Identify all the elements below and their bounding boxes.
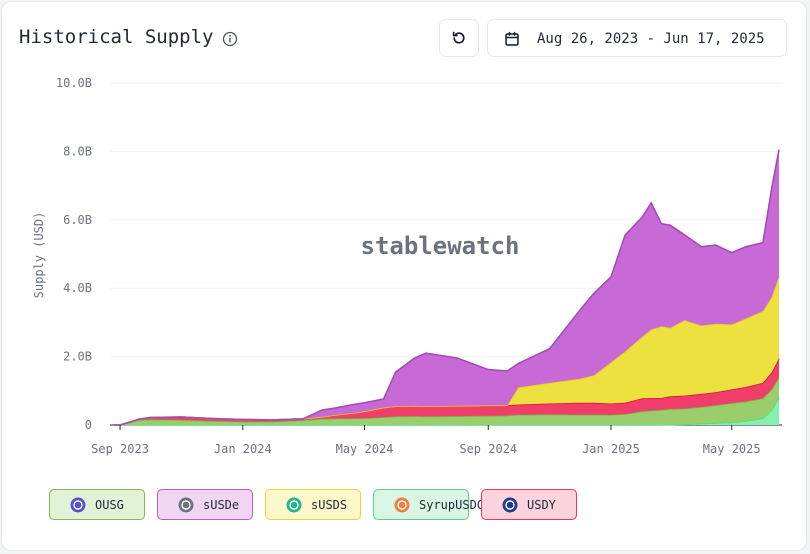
y-tick-label: 0	[85, 418, 92, 432]
calendar-icon	[505, 31, 519, 46]
x-tick-label: Jan 2024	[214, 442, 272, 456]
y-tick-label: 2.0B	[63, 350, 92, 364]
legend-label: sUSDS	[311, 498, 348, 512]
area-susds	[114, 276, 779, 425]
refresh-icon	[452, 31, 465, 44]
x-tick-label: Sep 2023	[91, 442, 149, 456]
ousg-token-icon	[70, 497, 86, 513]
area-susde	[114, 149, 779, 425]
watermark: stablewatch	[361, 232, 520, 260]
date-range-picker[interactable]: Aug 26, 2023 - Jun 17, 2025	[487, 19, 787, 57]
legend-label: sUSDe	[203, 498, 240, 512]
legend-label: USDY	[527, 498, 556, 512]
x-tick-label: Jan 2025	[582, 442, 640, 456]
y-axis-ticks: 0 2.0B 4.0B 6.0B 8.0B 10.0B	[56, 76, 92, 432]
reset-button[interactable]	[439, 19, 479, 57]
usdy-token-icon	[502, 497, 518, 513]
x-tick-label: Sep 2024	[459, 442, 517, 456]
chart-title: Historical Supply	[19, 26, 214, 48]
legend-item-ousg[interactable]: OUSG	[49, 489, 145, 520]
area-usdy	[114, 358, 779, 425]
date-range-label: Aug 26, 2023 - Jun 17, 2025	[537, 31, 765, 47]
legend-item-syrupusdc[interactable]: SyrupUSDC	[373, 489, 484, 520]
syrupusdc-token-icon	[394, 497, 410, 513]
stacked-areas	[114, 149, 780, 426]
x-tick-label: May 2025	[703, 442, 761, 456]
legend-item-usdy[interactable]: USDY	[481, 489, 577, 520]
x-tick-label: May 2024	[336, 442, 394, 456]
legend-item-susde[interactable]: sUSDe	[157, 489, 253, 520]
susds-token-icon	[286, 497, 302, 513]
x-axis-ticks: Sep 2023 Jan 2024 May 2024 Sep 2024 Jan 2025…	[91, 425, 761, 456]
legend-label: SyrupUSDC	[419, 498, 485, 512]
legend-item-susds[interactable]: sUSDS	[265, 489, 361, 520]
y-tick-label: 10.0B	[56, 76, 92, 90]
susde-token-icon	[178, 497, 194, 513]
line-susde	[114, 149, 780, 426]
legend-label: OUSG	[95, 498, 124, 512]
y-tick-label: 6.0B	[63, 213, 92, 227]
y-tick-label: 8.0B	[63, 144, 92, 158]
info-circle-icon[interactable]	[222, 31, 238, 47]
y-axis-label: Supply (USD)	[32, 212, 46, 299]
y-tick-label: 4.0B	[63, 281, 92, 295]
